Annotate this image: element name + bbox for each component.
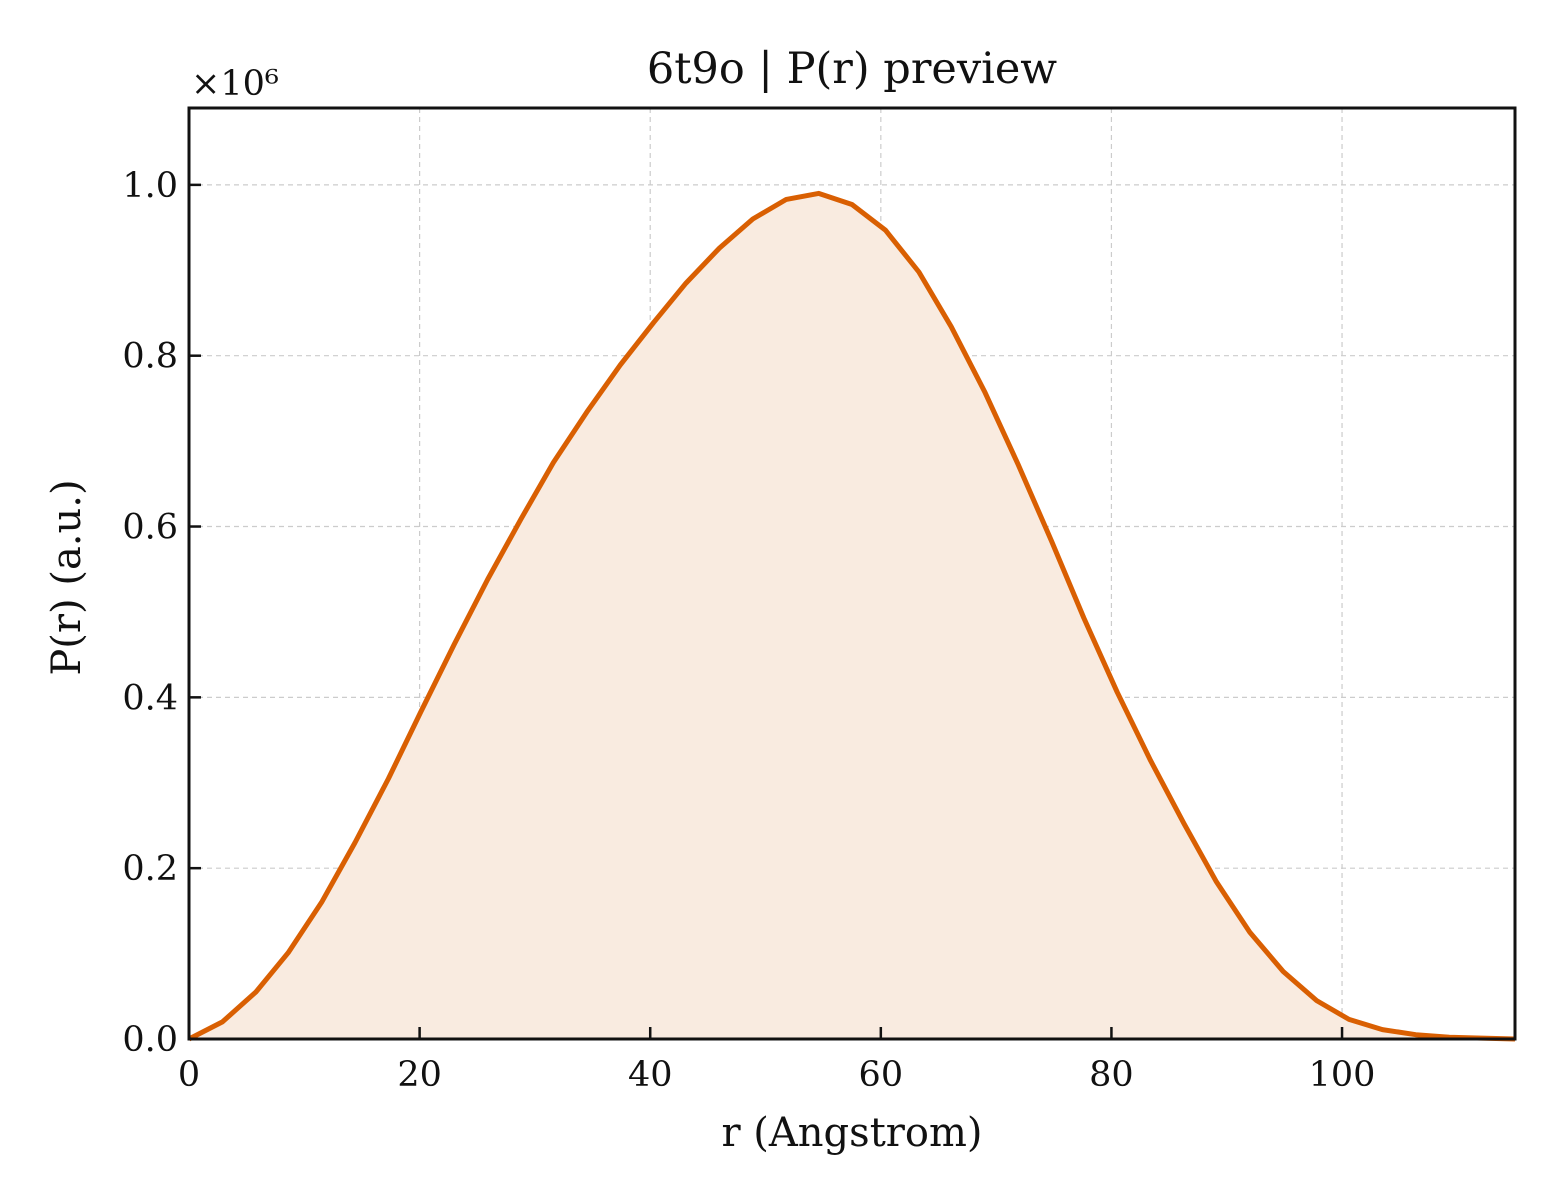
x-tick-label: 0 <box>178 1055 200 1095</box>
y-tick-label: 0.2 <box>122 849 178 889</box>
series-line <box>187 190 1516 1042</box>
y-tick-label: 0.6 <box>122 508 178 548</box>
y-multiplier-label: ×10⁶ <box>191 64 279 104</box>
y-tick-label: 1.0 <box>122 166 178 206</box>
plot-frame <box>187 106 1517 1041</box>
x-axis-title: r (Angstrom) <box>721 1110 982 1156</box>
y-tick-label: 0.4 <box>122 678 178 718</box>
x-tick-label: 60 <box>859 1055 904 1095</box>
series-area-fill <box>189 193 1515 1039</box>
axis-ticks: 0 20 40 60 80 100 0.0 0.2 0.4 0.6 0.8 1.0 <box>122 166 1375 1095</box>
y-tick-label: 0.0 <box>122 1020 178 1060</box>
y-axis-title: P(r) (a.u.) <box>44 479 90 675</box>
chart-title: 6t9o | P(r) preview <box>647 44 1057 94</box>
x-tick-label: 100 <box>1309 1055 1376 1095</box>
x-tick-label: 80 <box>1089 1055 1134 1095</box>
y-tick-label: 0.8 <box>122 337 178 377</box>
x-tick-label: 40 <box>628 1055 673 1095</box>
x-tick-label: 20 <box>397 1055 442 1095</box>
